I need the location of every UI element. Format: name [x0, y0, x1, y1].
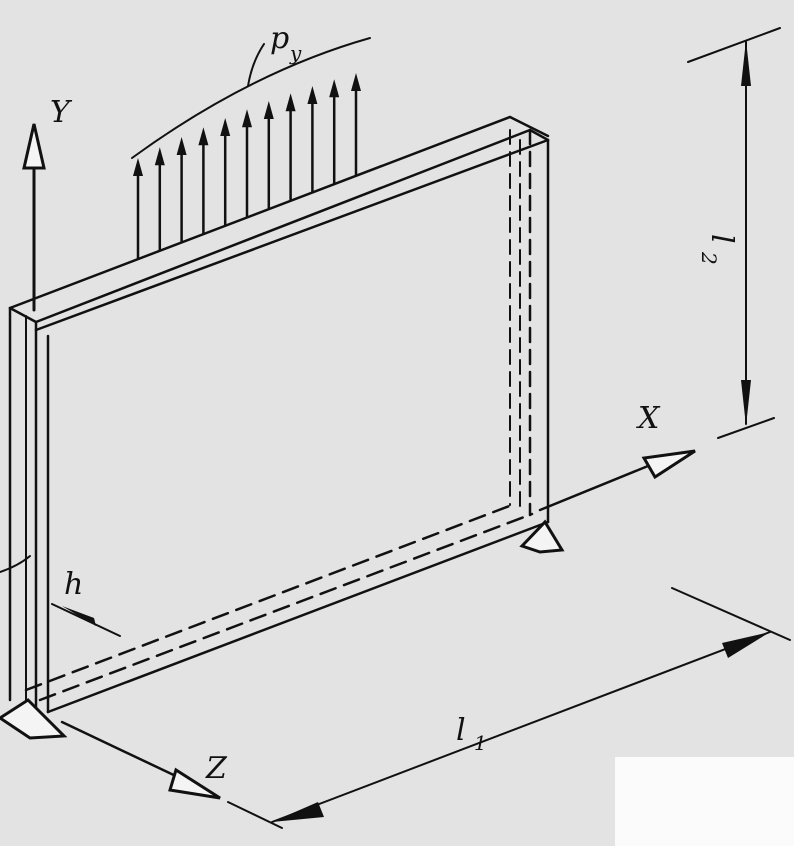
- l2-label-sub: 2: [697, 251, 721, 265]
- y-axis-label: Y: [50, 95, 73, 130]
- z-axis-label: Z: [205, 751, 228, 786]
- y-axis-arrowhead: [22, 123, 46, 170]
- load-arrowhead: [351, 73, 361, 91]
- l2-label-main: l: [704, 234, 739, 244]
- x-axis: [538, 449, 696, 512]
- l2-label: l 2: [697, 234, 739, 265]
- load-arrowhead: [285, 93, 296, 112]
- l2-bottom-arrowhead: [741, 380, 751, 426]
- load-label-leader: [247, 43, 265, 87]
- load-label: p y: [270, 21, 302, 65]
- x-axis-arrowhead: [641, 449, 696, 480]
- load-arrowhead: [329, 79, 340, 98]
- thickness-arrowhead: [62, 606, 96, 626]
- l1-right-arrowhead: [722, 632, 770, 658]
- load-label-sub: y: [289, 41, 302, 65]
- right-column: [509, 128, 550, 524]
- load-arrowhead: [307, 86, 318, 104]
- thickness-label: h: [64, 567, 83, 602]
- thickness-indicator: [0, 555, 121, 637]
- top-beam: [8, 115, 550, 332]
- l1-label-main: l: [456, 713, 466, 748]
- load-label-main: p: [270, 21, 289, 56]
- z-axis: [60, 720, 221, 800]
- blank-corner-patch: [615, 757, 794, 846]
- l1-label-sub: 1: [474, 731, 487, 755]
- load-arrowhead: [242, 109, 252, 128]
- load-arrowhead: [133, 158, 143, 176]
- load-arrowhead: [176, 137, 187, 155]
- z-axis-arrowhead: [168, 767, 221, 800]
- bottom-beam: [24, 503, 550, 714]
- y-axis: [22, 123, 46, 312]
- right-support: [519, 519, 565, 554]
- load-arrowhead: [263, 101, 274, 119]
- x-axis-label: X: [636, 401, 661, 436]
- l1-label: l 1: [456, 713, 487, 755]
- distributed-load: [131, 37, 371, 260]
- left-column: [8, 306, 50, 714]
- load-arrowhead: [154, 147, 165, 166]
- l2-top-arrowhead: [741, 40, 751, 86]
- left-support: [0, 698, 68, 740]
- load-arrowhead: [220, 118, 231, 136]
- l2-dimension: [687, 27, 781, 439]
- load-arrowhead: [198, 127, 209, 146]
- l1-left-arrowhead: [272, 802, 324, 822]
- load-envelope-curve: [131, 37, 371, 159]
- l1-dimension: [227, 587, 791, 829]
